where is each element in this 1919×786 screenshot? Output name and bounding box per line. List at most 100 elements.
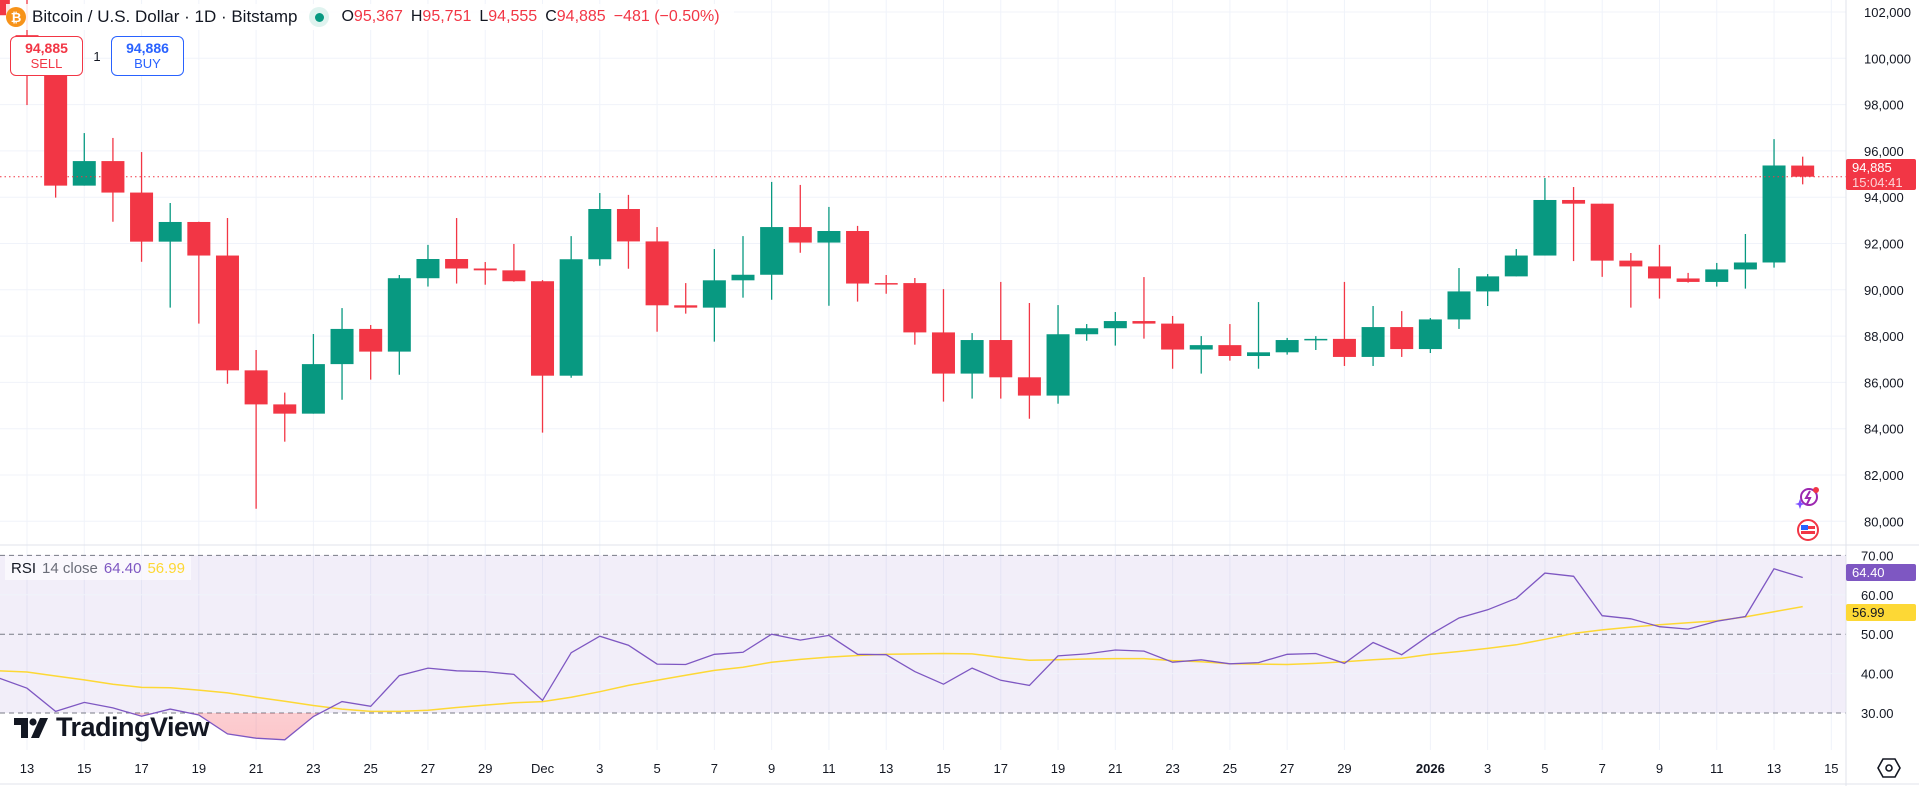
candle — [502, 243, 526, 282]
candle — [44, 55, 68, 198]
candle — [273, 392, 297, 442]
time-tick-label: Dec — [531, 761, 555, 776]
candle — [1476, 274, 1500, 307]
candle — [1791, 156, 1815, 185]
rsi-value-tag: 64.40 — [1846, 564, 1916, 581]
candle-body — [1590, 203, 1614, 261]
price-tick-label: 94,000 — [1864, 190, 1904, 205]
candle — [1676, 272, 1700, 283]
candle-body — [72, 161, 96, 186]
candle-body — [158, 221, 182, 242]
tradingview-logo-icon — [14, 717, 48, 738]
symbol-title[interactable]: Bitcoin / U.S. Dollar · 1D · Bitstamp — [32, 7, 298, 26]
rsi-params: 14 close — [42, 559, 98, 577]
candle — [1733, 234, 1757, 289]
tradingview-logo[interactable]: TradingView — [14, 712, 210, 743]
high-label: H — [410, 8, 423, 25]
candle — [0, 0, 10, 16]
time-tick-label: 17 — [994, 761, 1008, 776]
candle-body — [1218, 345, 1242, 357]
price-tick-label: 88,000 — [1864, 329, 1904, 344]
sell-price: 94,885 — [25, 40, 68, 56]
candle-body — [330, 328, 354, 365]
time-tick-label: 3 — [1484, 761, 1491, 776]
candle-body — [846, 230, 870, 284]
candle-body — [616, 209, 640, 242]
candle — [931, 289, 955, 402]
candle-body — [1247, 352, 1271, 357]
rsi-ma-value-tag: 56.99 — [1846, 604, 1916, 621]
candle-body — [1733, 262, 1757, 270]
rsi-ma-line — [0, 605, 1803, 713]
candle — [846, 225, 870, 302]
high-value: 95,751 — [422, 8, 472, 25]
market-open-dot-icon — [309, 7, 330, 27]
candle — [130, 152, 154, 262]
price-tick-label: 96,000 — [1864, 144, 1904, 159]
candle — [817, 206, 841, 306]
rsi-pane[interactable] — [0, 554, 1846, 741]
candle-body — [1504, 255, 1528, 277]
us-flag-icon[interactable] — [1795, 518, 1821, 542]
candle-body — [702, 280, 726, 308]
candle-body — [960, 340, 984, 374]
sell-label: SELL — [30, 56, 63, 71]
candle-body — [1533, 199, 1557, 256]
candle — [1247, 302, 1271, 369]
buy-button[interactable]: 94,886 BUY — [111, 36, 184, 76]
candle — [244, 349, 268, 509]
candle — [1218, 324, 1242, 361]
candle-body — [1676, 278, 1700, 282]
ai-lightning-sparkle-icon[interactable] — [1795, 486, 1821, 510]
candle-body — [1361, 327, 1385, 357]
candle — [1590, 203, 1614, 277]
time-tick-label: 5 — [1541, 761, 1548, 776]
sell-button[interactable]: 94,885 SELL — [10, 36, 83, 76]
chart-settings-icon[interactable] — [1876, 757, 1902, 779]
time-tick-label: 29 — [478, 761, 492, 776]
candle-body — [817, 230, 841, 243]
rsi-tick-label: 50.00 — [1861, 627, 1894, 642]
candle-body — [215, 255, 239, 371]
candle — [1361, 306, 1385, 366]
candle — [215, 218, 239, 384]
candle-body — [1791, 165, 1815, 177]
rsi-name: RSI — [11, 559, 37, 577]
candle-body — [473, 268, 497, 271]
time-tick-label: 13 — [20, 761, 34, 776]
price-tick-label: 80,000 — [1864, 514, 1904, 529]
time-tick-label: 9 — [768, 761, 775, 776]
rsi-legend[interactable]: RSI 14 close 64.40 56.99 — [5, 556, 191, 580]
time-tick-label: 13 — [879, 761, 893, 776]
quantity[interactable]: 1 — [93, 48, 101, 64]
candle-body — [1447, 291, 1471, 320]
candle — [72, 133, 96, 186]
candle — [1447, 268, 1471, 329]
candle — [1132, 277, 1156, 339]
candle — [1619, 252, 1643, 308]
candle — [1705, 262, 1729, 287]
time-tick-label: 7 — [1599, 761, 1606, 776]
candle-body — [44, 65, 68, 186]
candle — [731, 236, 755, 298]
price-tick-label: 92,000 — [1864, 237, 1904, 252]
time-tick-label: 21 — [249, 761, 263, 776]
candle-body — [1619, 260, 1643, 267]
time-tick-label: 9 — [1656, 761, 1663, 776]
time-tick-label: 23 — [1165, 761, 1179, 776]
candle — [330, 308, 354, 400]
open-label: O — [341, 8, 354, 25]
candle — [588, 193, 612, 266]
candle-body — [731, 274, 755, 281]
buy-label: BUY — [134, 56, 161, 71]
ohlc-values: O95,367 H95,751 L94,555 C94,885 −481 (−0.50%… — [341, 8, 727, 26]
candle — [187, 221, 211, 324]
candle-body — [416, 259, 440, 279]
time-tick-label: 15 — [1824, 761, 1838, 776]
symbol-header[interactable]: ₿ Bitcoin / U.S. Dollar · 1D · Bitstamp … — [6, 4, 734, 30]
candle — [1075, 324, 1099, 341]
candle — [1275, 337, 1299, 355]
candle — [989, 281, 1013, 399]
candle — [903, 277, 927, 345]
